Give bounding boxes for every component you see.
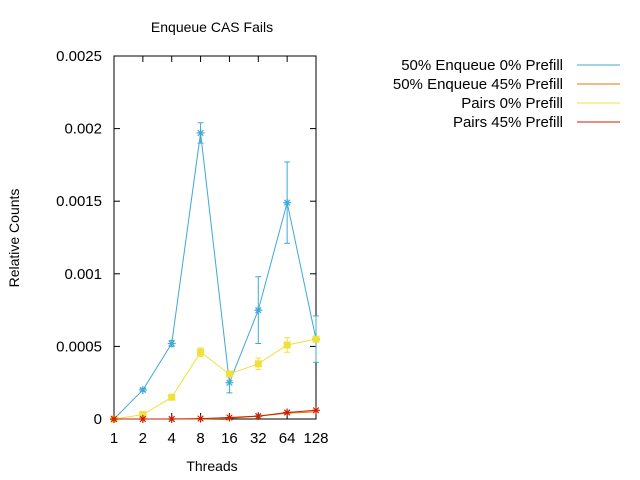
data-point — [254, 360, 262, 368]
data-point — [167, 339, 176, 348]
data-point — [225, 370, 233, 378]
series-line — [114, 409, 317, 420]
x-tick-label: 8 — [196, 430, 204, 447]
x-axis-label: Threads — [186, 458, 237, 474]
x-tick-label: 4 — [168, 430, 176, 447]
x-tick-label: 2 — [139, 430, 147, 447]
chart-title: Enqueue CAS Fails — [151, 19, 273, 35]
y-tick-label: 0.0015 — [56, 193, 102, 210]
y-tick-label: 0.002 — [64, 121, 102, 138]
x-tick-label: 128 — [303, 430, 328, 447]
data-point — [110, 415, 118, 423]
x-tick-label: 32 — [250, 430, 267, 447]
data-point — [138, 415, 147, 423]
data-point — [168, 393, 176, 401]
plot-frame — [113, 55, 317, 420]
y-tick-label: 0.001 — [64, 266, 102, 283]
data-point — [225, 378, 234, 387]
data-point — [283, 198, 292, 207]
y-tick-label: 0 — [94, 411, 102, 428]
y-tick-label: 0.0005 — [56, 338, 102, 355]
series-layer — [110, 122, 320, 423]
legend-label: Pairs 0% Prefill — [461, 95, 563, 112]
y-tick-label: 0.0025 — [56, 48, 102, 65]
data-point — [312, 335, 320, 343]
series-line — [113, 338, 317, 420]
x-tick-label: 16 — [221, 430, 238, 447]
data-point — [138, 385, 147, 394]
legend-label: Pairs 45% Prefill — [453, 114, 563, 131]
data-point — [167, 415, 176, 423]
series-0 — [110, 122, 320, 423]
data-point — [225, 413, 234, 422]
series-line — [113, 132, 317, 420]
series-2 — [110, 335, 320, 423]
data-point — [196, 128, 205, 137]
y-axis-label: Relative Counts — [6, 189, 22, 288]
series-3 — [110, 406, 320, 423]
data-point — [254, 306, 263, 315]
data-point — [312, 406, 320, 415]
legend-label: 50% Enqueue 0% Prefill — [401, 57, 563, 74]
legend: 50% Enqueue 0% Prefill 50% Enqueue 45% Pr… — [393, 57, 620, 131]
data-point — [139, 411, 147, 419]
data-point — [197, 348, 205, 356]
x-tick-label: 64 — [279, 430, 296, 447]
data-point — [196, 414, 205, 423]
data-point — [283, 341, 291, 349]
x-tick-label: 1 — [110, 430, 118, 447]
axis-ticks: 0 0.0005 0.001 0.0015 0.002 0.0025 1 2 4 8 16 32 64 1… — [56, 48, 328, 447]
data-point — [283, 408, 292, 417]
legend-label: 50% Enqueue 45% Prefill — [393, 76, 563, 93]
data-point — [254, 412, 263, 421]
